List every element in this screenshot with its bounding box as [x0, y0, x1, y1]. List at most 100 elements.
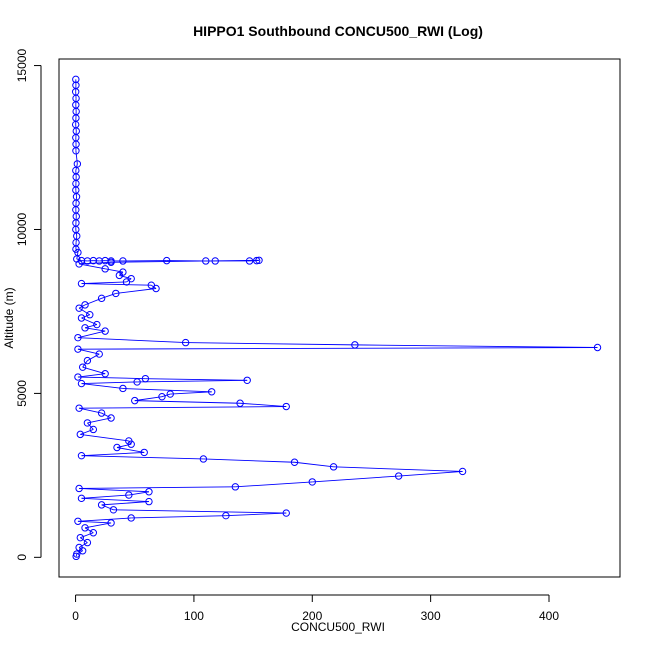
- data-point: [75, 304, 83, 312]
- data-point: [83, 419, 92, 427]
- data-point: [77, 379, 86, 388]
- plot-area: [71, 75, 602, 561]
- series-line-segment: [354, 344, 598, 348]
- x-tick-label: 0: [72, 609, 79, 623]
- series-line-segment: [80, 532, 94, 539]
- series-line-segment: [111, 259, 260, 263]
- data-point: [290, 458, 299, 466]
- data-point: [231, 483, 240, 491]
- series-line-segment: [116, 443, 132, 448]
- data-point: [222, 511, 230, 520]
- series-line-segment: [80, 433, 129, 442]
- x-tick-label: 200: [302, 609, 322, 623]
- data-point: [101, 265, 109, 273]
- series-line-segment: [131, 515, 226, 519]
- x-tick-label: 400: [539, 609, 559, 623]
- x-axis: 0 100 200 300 400: [72, 594, 559, 623]
- data-point: [122, 278, 131, 286]
- series-line-segment: [81, 314, 90, 319]
- series-line-segment: [225, 512, 287, 517]
- series-line-segment: [203, 458, 295, 463]
- data-point: [243, 376, 251, 384]
- series-line-segment: [101, 501, 149, 506]
- data-point: [77, 314, 86, 322]
- series-line-segment: [333, 466, 463, 472]
- plot-frame: [58, 58, 621, 578]
- data-point: [97, 294, 106, 303]
- x-tick-label: 100: [184, 609, 204, 623]
- data-point: [127, 514, 135, 522]
- data-point: [81, 301, 89, 309]
- series-line-segment: [79, 406, 287, 409]
- data-point: [75, 484, 83, 493]
- data-point: [115, 271, 124, 280]
- data-point: [394, 472, 403, 480]
- series-line-segment: [87, 353, 100, 362]
- series-line-segment: [87, 422, 94, 430]
- data-point: [145, 488, 153, 496]
- data-point: [199, 455, 208, 463]
- data-point: [74, 345, 82, 353]
- data-point: [86, 311, 94, 319]
- series-line-segment: [170, 391, 212, 395]
- data-point: [89, 529, 98, 537]
- data-point: [72, 147, 80, 155]
- data-point: [109, 506, 118, 514]
- series-line-segment: [82, 360, 88, 368]
- series-line-segment: [84, 297, 102, 306]
- data-point: [77, 494, 86, 503]
- data-point: [282, 402, 290, 411]
- data-point: [158, 392, 166, 401]
- series-line-segment: [79, 407, 102, 414]
- data-point: [282, 509, 290, 517]
- data-point: [245, 257, 254, 265]
- series-line-segment: [81, 283, 152, 286]
- series-line-segment: [79, 263, 106, 270]
- data-point: [89, 425, 98, 434]
- x-tick-label: 300: [421, 609, 441, 623]
- series-line-segment: [81, 455, 204, 460]
- series-line-segment: [80, 429, 94, 435]
- data-point: [74, 373, 82, 381]
- data-point: [75, 404, 83, 412]
- data-point: [351, 341, 359, 349]
- data-point: [101, 327, 109, 335]
- data-point: [125, 491, 133, 499]
- series-line-segment: [79, 486, 236, 489]
- series-line-segment: [235, 481, 313, 488]
- data-point: [255, 256, 263, 264]
- series-line-segment: [294, 461, 334, 468]
- series-line-segment: [84, 324, 97, 329]
- data-point: [107, 414, 115, 422]
- series-line-segment: [115, 288, 157, 294]
- series-line-segment: [81, 451, 145, 457]
- series-line-segment: [87, 417, 112, 424]
- series-line-segment: [77, 337, 186, 344]
- series-line-segment: [77, 347, 598, 350]
- series-line-segment: [116, 447, 145, 453]
- series-line-segment: [77, 376, 146, 380]
- series-line-segment: [82, 366, 106, 375]
- series-line-segment: [119, 271, 124, 276]
- data-point: [152, 284, 160, 293]
- data-point: [141, 374, 150, 383]
- series-line-segment: [101, 292, 116, 299]
- series-line-segment: [77, 517, 132, 522]
- y-tick-label: 15000: [15, 49, 29, 83]
- data-point: [93, 320, 101, 329]
- data-point: [202, 257, 210, 265]
- series-line-segment: [81, 381, 138, 385]
- data-point: [145, 497, 153, 506]
- data-point: [107, 519, 115, 527]
- data-point: [308, 478, 316, 486]
- y-tick-label: 5000: [15, 380, 29, 407]
- data-point: [76, 430, 85, 439]
- series-line-segment: [137, 379, 248, 383]
- series-line-segment: [77, 330, 106, 339]
- series-line-segment: [134, 400, 241, 404]
- series-line-segment: [81, 497, 149, 503]
- series-line-segment: [80, 537, 88, 543]
- data-point: [107, 258, 115, 266]
- data-point: [78, 547, 87, 555]
